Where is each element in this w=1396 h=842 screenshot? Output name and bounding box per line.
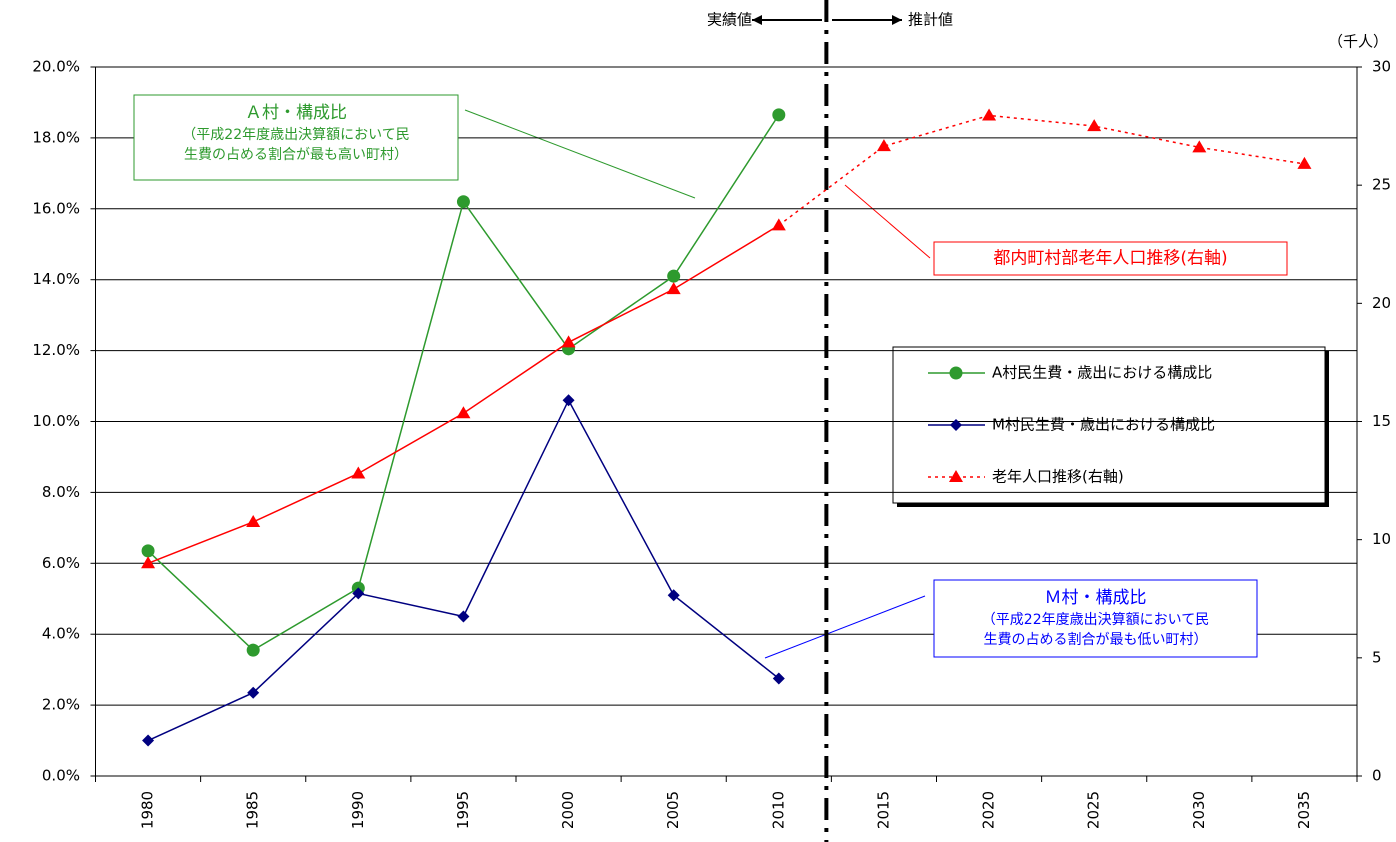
x-tick-label: 2030: [1190, 791, 1208, 829]
point: [1192, 140, 1207, 153]
annotation-title: 都内町村部老年人口推移(右軸): [993, 249, 1227, 269]
annotation-text: （平成22年度歳出決算額において民: [982, 612, 1209, 628]
y-tick-label: 10.0%: [32, 412, 80, 430]
x-tick-label: 2015: [874, 791, 892, 829]
annotation-title: Ｍ村・構成比: [1045, 588, 1147, 608]
point: [982, 108, 997, 121]
point: [949, 366, 963, 380]
annotation-box: [933, 241, 1288, 276]
annotation-text: （平成22年度歳出決算額において民: [182, 127, 409, 143]
point: [142, 734, 155, 747]
x-tick-label: 2020: [980, 791, 998, 829]
point: [1087, 119, 1102, 132]
divider-label: 推計値: [908, 11, 953, 29]
annotation-box: [133, 94, 459, 181]
y2-tick-label: 25: [1372, 176, 1391, 194]
point: [562, 394, 575, 407]
divider-label: 実績値: [707, 11, 752, 29]
x-tick-label: 2035: [1295, 791, 1313, 829]
x-tick-label: 2025: [1085, 791, 1103, 829]
point: [247, 686, 260, 699]
y-tick-label: 2.0%: [42, 696, 80, 714]
point: [772, 108, 786, 122]
point: [246, 514, 261, 527]
leader-line: [764, 595, 926, 659]
legend-label: M村民生費・歳出における構成比: [992, 416, 1215, 434]
y-tick-label: 14.0%: [32, 270, 80, 288]
leader-line: [844, 184, 931, 259]
point: [667, 589, 680, 602]
y-tick-label: 8.0%: [42, 483, 80, 501]
point: [351, 466, 366, 479]
legend-label: A村民生費・歳出における構成比: [992, 364, 1212, 382]
x-tick-label: 1980: [139, 791, 157, 829]
point: [456, 406, 471, 419]
arrow-head: [752, 15, 762, 25]
point: [666, 282, 681, 295]
point: [456, 195, 470, 209]
series-line: [778, 114, 1305, 226]
y-tick-label: 12.0%: [32, 341, 80, 359]
y-tick-label: 16.0%: [32, 199, 80, 217]
x-tick-label: 2005: [664, 791, 682, 829]
point: [141, 556, 156, 569]
leader-line: [464, 109, 696, 199]
series-line: [147, 398, 780, 742]
y-tick-label: 20.0%: [32, 58, 80, 76]
y2-tick-label: 30: [1372, 58, 1391, 76]
annotation-text: 生費の占める割合が最も低い町村）: [984, 631, 1208, 648]
x-tick-label: 1985: [244, 791, 262, 829]
y-tick-label: 6.0%: [42, 554, 80, 572]
legend-label: 老年人口推移(右軸): [992, 468, 1124, 486]
x-tick-label: 2010: [769, 791, 787, 829]
point: [950, 419, 962, 431]
annotation-box: [933, 579, 1258, 658]
point: [352, 587, 365, 600]
point: [1297, 156, 1312, 169]
point: [949, 470, 963, 482]
y2-tick-label: 10: [1372, 530, 1391, 548]
annotation-text: 生費の占める割合が最も高い町村）: [184, 146, 408, 163]
y2-unit: （千人）: [1328, 33, 1388, 51]
point: [772, 672, 785, 685]
arrow-head: [892, 15, 902, 25]
annotation-title: Ａ村・構成比: [245, 103, 347, 123]
series-line: [147, 114, 780, 652]
series-line: [147, 224, 780, 564]
point: [246, 643, 260, 657]
point: [667, 269, 681, 283]
x-tick-label: 1995: [454, 791, 472, 829]
point: [141, 544, 155, 558]
point: [876, 139, 891, 152]
y2-tick-label: 0: [1372, 767, 1382, 785]
y-tick-label: 0.0%: [42, 767, 80, 785]
y2-tick-label: 15: [1372, 412, 1391, 430]
y2-tick-label: 5: [1372, 648, 1382, 666]
x-tick-label: 2000: [559, 791, 577, 829]
point: [561, 335, 576, 348]
y-tick-label: 4.0%: [42, 625, 80, 643]
point: [771, 218, 786, 231]
point: [457, 610, 470, 623]
y-tick-label: 18.0%: [32, 128, 80, 146]
x-tick-label: 1990: [349, 791, 367, 829]
y2-tick-label: 20: [1372, 294, 1391, 312]
